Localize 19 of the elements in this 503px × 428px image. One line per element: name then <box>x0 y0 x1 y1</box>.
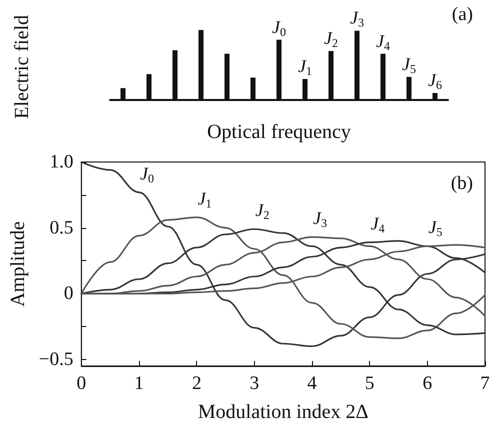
text: (a) <box>452 4 474 25</box>
y-tick-label: 1.0 <box>50 152 74 172</box>
x-tick-label: 3 <box>250 373 260 394</box>
y-tick-label: 0.5 <box>50 217 74 238</box>
y-tick-label: −0.5 <box>38 348 74 370</box>
x-axis-title: Optical frequency <box>207 121 351 143</box>
x-tick-label: 7 <box>480 373 490 394</box>
x-tick-label: 1 <box>134 373 144 394</box>
x-tick-label: 4 <box>307 373 318 394</box>
y-axis-title: Electric field <box>11 15 33 119</box>
y-axis-title: Amplitude <box>7 221 29 307</box>
x-tick-label: 6 <box>422 373 432 394</box>
annotation: (b) <box>450 173 473 194</box>
x-tick-label: 0 <box>76 373 86 394</box>
x-axis-title: Modulation index 2Δ <box>198 401 369 423</box>
x-tick-label: 2 <box>192 373 202 394</box>
x-tick-label: 5 <box>364 373 374 394</box>
y-tick-label: 0 <box>64 283 74 304</box>
line-series <box>80 161 486 348</box>
